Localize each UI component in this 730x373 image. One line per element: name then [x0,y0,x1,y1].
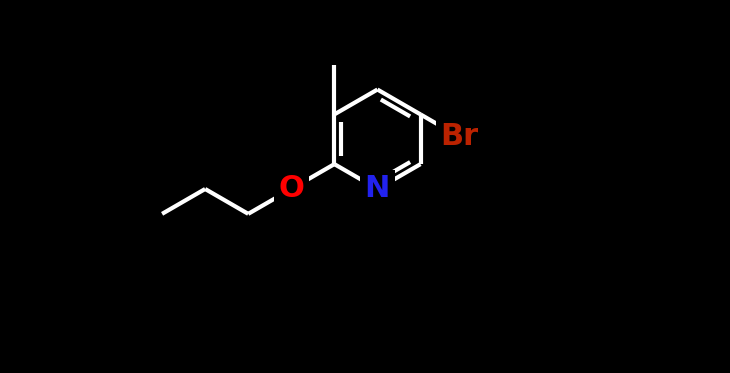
Text: O: O [278,175,304,204]
Text: Br: Br [440,122,478,151]
Text: N: N [365,175,390,204]
